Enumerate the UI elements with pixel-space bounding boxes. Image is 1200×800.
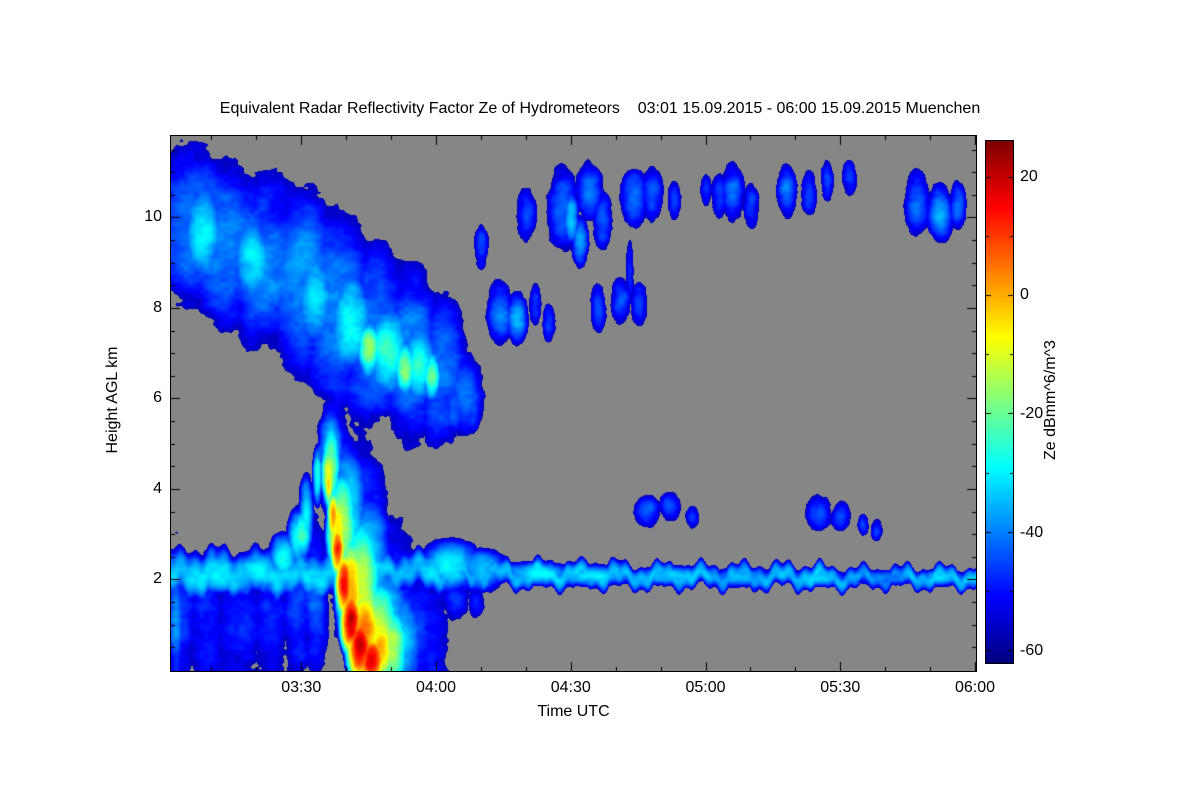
colorbar-label: Ze dBmm^6/m^3	[1042, 340, 1059, 460]
x-tick-label: 04:30	[550, 679, 591, 696]
colorbar-tick-label: 20	[1020, 167, 1038, 185]
plot-title: Equivalent Radar Reflectivity Factor Ze …	[219, 100, 981, 117]
y-tick-label: 2	[153, 570, 162, 588]
colorbar-tick-label: -60	[1020, 642, 1044, 660]
colorbar	[985, 140, 1014, 664]
x-tick-label: 04:00	[415, 679, 457, 696]
y-tick-label: 4	[153, 479, 162, 497]
y-tick-label: 10	[144, 208, 162, 226]
colorbar-canvas	[986, 141, 1013, 663]
heatmap-canvas	[171, 136, 976, 671]
x-tick-label: 05:30	[820, 679, 861, 696]
plot-area	[170, 135, 977, 672]
colorbar-tick-label: 0	[1020, 286, 1029, 304]
y-tick-label: 8	[153, 298, 162, 316]
y-tick-label: 6	[153, 389, 162, 407]
x-tick-label: 06:00	[954, 679, 996, 696]
x-tick-label: 03:30	[281, 679, 322, 696]
colorbar-tick-label: -20	[1020, 404, 1044, 422]
x-axis-label: Time UTC	[537, 703, 610, 720]
colorbar-tick-label: -40	[1020, 523, 1044, 541]
x-tick-label: 05:00	[685, 679, 726, 696]
